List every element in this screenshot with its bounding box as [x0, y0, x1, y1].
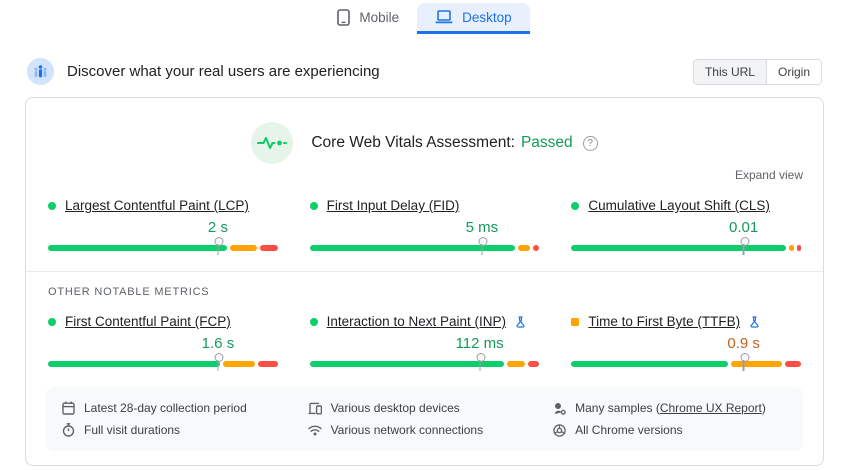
footnote-text: Full visit durations [84, 423, 181, 437]
footnote-text: All Chrome versions [575, 423, 683, 437]
metric-ttfb: Time to First Byte (TTFB) 0.9 s [571, 314, 801, 381]
footnote-text: Various network connections [330, 423, 484, 437]
metric-distribution-bar [309, 237, 540, 255]
page-title: Discover what your real users are experi… [67, 63, 380, 80]
pulse-icon [251, 122, 294, 164]
chrome-icon [553, 423, 566, 437]
other-metrics-label: OTHER NOTABLE METRICS [48, 286, 210, 298]
footnote-collection-period: Latest 28-day collection period [62, 397, 308, 419]
origin-button[interactable]: Origin [765, 59, 821, 84]
metric-status-dot [309, 201, 318, 210]
field-data-card: Core Web Vitals Assessment: Passed ? Exp… [25, 97, 824, 466]
core-metrics-grid: Largest Contentful Paint (LCP) 2 s First… [46, 198, 803, 265]
tab-desktop-label: Desktop [462, 9, 512, 25]
footnote-desktop-devices: Various desktop devices [308, 397, 554, 419]
calendar-icon [62, 401, 75, 415]
metric-fid: First Input Delay (FID) 5 ms [309, 198, 540, 265]
wifi-icon [307, 425, 322, 436]
metric-value: 0.9 s [727, 335, 760, 352]
metric-name-link[interactable]: Cumulative Layout Shift (CLS) [588, 198, 770, 213]
metric-status-dot [309, 317, 318, 326]
footnote-text: Various desktop devices [330, 401, 460, 415]
metric-distribution-bar [309, 353, 540, 371]
metric-cls: Cumulative Layout Shift (CLS) 0.01 [571, 198, 801, 265]
samples-icon [553, 402, 566, 415]
expand-view-row: Expand view [46, 168, 803, 182]
footnote-visit-durations: Full visit durations [62, 419, 308, 441]
desktop-laptop-icon [435, 10, 453, 24]
metric-name-link[interactable]: First Contentful Paint (FCP) [65, 314, 231, 329]
footnote-text: Latest 28-day collection period [84, 401, 247, 415]
metric-distribution-bar [571, 353, 801, 371]
metric-name-link[interactable]: Largest Contentful Paint (LCP) [65, 198, 249, 213]
metric-status-dot [48, 201, 56, 210]
device-tabs: Mobile Desktop [0, 0, 849, 34]
metric-value: 112 ms [455, 335, 504, 352]
this-url-button[interactable]: This URL [693, 59, 766, 84]
real-users-icon [27, 58, 54, 85]
mobile-phone-icon [337, 8, 351, 26]
assessment-status: Passed [520, 134, 573, 151]
expand-view-link[interactable]: Expand view [734, 168, 803, 182]
metric-distribution-bar [571, 237, 801, 255]
footnote-text: Many samples (Chrome UX Report) [575, 401, 766, 415]
metric-name-link[interactable]: Interaction to Next Paint (INP) [326, 314, 506, 329]
metric-value: 2 s [207, 219, 228, 236]
devices-icon [308, 402, 322, 415]
footnote-network-connections: Various network connections [307, 419, 554, 441]
experimental-flask-icon [515, 315, 526, 328]
metric-name-link[interactable]: Time to First Byte (TTFB) [588, 314, 741, 329]
metric-name-link[interactable]: First Input Delay (FID) [326, 198, 460, 213]
metric-lcp: Largest Contentful Paint (LCP) 2 s [48, 198, 278, 265]
metric-distribution-bar [48, 353, 278, 371]
metric-status-dot [571, 201, 580, 210]
metric-fcp: First Contentful Paint (FCP) 1.6 s [48, 314, 278, 381]
assessment-text: Core Web Vitals Assessment: Passed ? [311, 134, 598, 152]
chrome-ux-report-link[interactable]: Chrome UX Report [659, 401, 762, 415]
metric-status-dot [571, 317, 580, 326]
footnote-samples: Many samples (Chrome UX Report) [553, 397, 787, 419]
tab-mobile[interactable]: Mobile [319, 3, 417, 34]
experimental-flask-icon [749, 315, 760, 328]
metric-status-dot [48, 317, 56, 326]
tab-mobile-label: Mobile [359, 9, 400, 25]
help-icon[interactable]: ? [582, 135, 598, 151]
scope-toggle: This URL Origin [692, 58, 822, 85]
other-metrics-grid: First Contentful Paint (FCP) 1.6 s Inter… [46, 314, 803, 381]
metric-value: 5 ms [465, 219, 499, 236]
footnote-chrome-versions: All Chrome versions [553, 419, 787, 441]
assessment-title: Core Web Vitals Assessment: [311, 134, 515, 151]
field-data-header: Discover what your real users are experi… [27, 58, 822, 85]
section-divider [26, 271, 823, 272]
collection-footnotes: Latest 28-day collection period Full vis… [46, 387, 803, 451]
stopwatch-icon [62, 423, 75, 437]
metric-value: 1.6 s [201, 335, 235, 352]
metric-inp: Interaction to Next Paint (INP) 112 ms [309, 314, 540, 381]
metric-value: 0.01 [728, 219, 759, 236]
metric-distribution-bar [48, 237, 278, 255]
tab-desktop[interactable]: Desktop [417, 3, 530, 34]
cwv-assessment-header: Core Web Vitals Assessment: Passed ? [46, 122, 803, 164]
